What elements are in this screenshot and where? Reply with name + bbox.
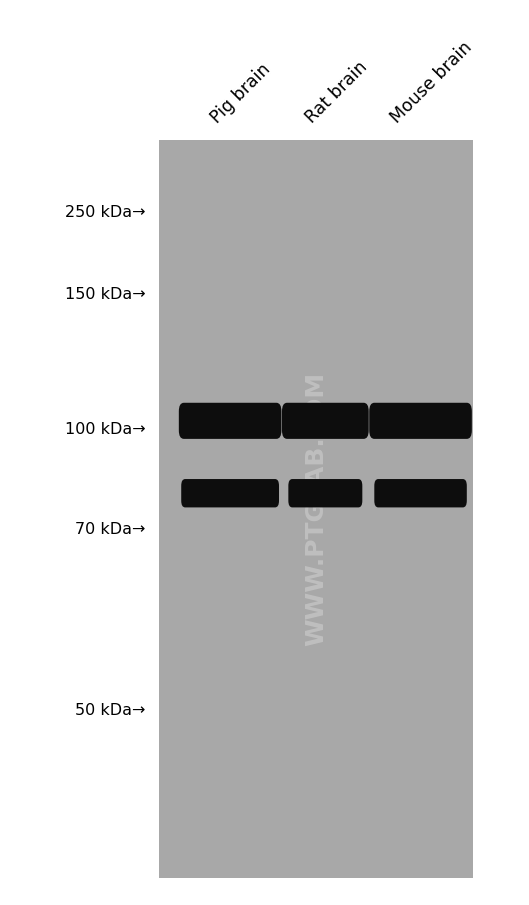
FancyBboxPatch shape	[375, 479, 467, 508]
FancyBboxPatch shape	[369, 403, 472, 439]
Text: 100 kDa→: 100 kDa→	[65, 423, 145, 437]
FancyBboxPatch shape	[288, 479, 362, 508]
Text: 50 kDa→: 50 kDa→	[75, 703, 145, 718]
Text: Pig brain: Pig brain	[207, 60, 273, 127]
FancyBboxPatch shape	[181, 479, 279, 508]
FancyBboxPatch shape	[282, 403, 369, 439]
Text: WWW.PTGLAB.COM: WWW.PTGLAB.COM	[304, 372, 328, 646]
Text: 250 kDa→: 250 kDa→	[65, 205, 145, 220]
FancyBboxPatch shape	[179, 403, 281, 439]
Bar	[159, 140, 473, 878]
Text: 70 kDa→: 70 kDa→	[75, 522, 145, 537]
Text: 150 kDa→: 150 kDa→	[65, 287, 145, 301]
Text: Rat brain: Rat brain	[302, 58, 371, 127]
Text: Mouse brain: Mouse brain	[387, 38, 475, 127]
